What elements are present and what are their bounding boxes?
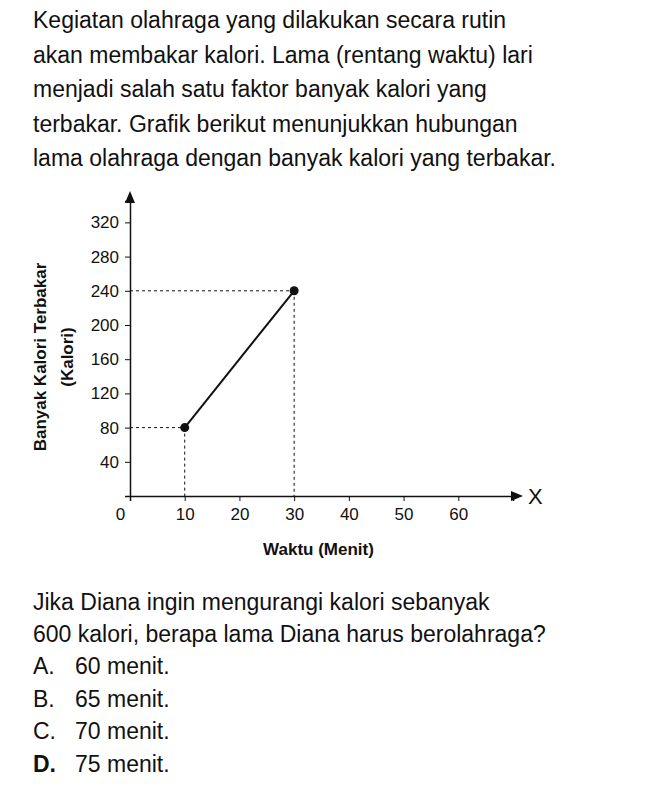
x-tick-mark xyxy=(349,496,350,501)
x-axis: 0 10 20 30 40 50 60 xyxy=(116,496,514,524)
x-axis-symbol: X xyxy=(528,484,543,509)
y-axis-line xyxy=(125,202,131,497)
y-axis-arrow xyxy=(125,191,135,203)
y-tick-label: 280 xyxy=(91,248,119,267)
x-tick-label: 60 xyxy=(449,505,468,524)
intro-line: lama olahraga dengan banyak kalori yang … xyxy=(33,145,556,171)
x-tick: 30 xyxy=(285,496,304,524)
data-point xyxy=(290,286,299,295)
page: Kegiatan olahraga yang dilakukan secara … xyxy=(0,0,656,803)
x-tick-mark xyxy=(239,496,240,501)
y-axis-title: (Kalori) xyxy=(58,327,77,387)
x-tick-label: 30 xyxy=(285,505,304,524)
data-line xyxy=(185,291,294,428)
y-tick: 280 xyxy=(91,248,130,267)
y-tick-label: 240 xyxy=(91,282,119,301)
x-tick: 50 xyxy=(395,496,414,524)
x-tick: 10 xyxy=(176,496,195,524)
guide-horizontal xyxy=(130,290,294,291)
x-tick-mark xyxy=(458,496,459,501)
y-tick: 200 xyxy=(91,316,130,335)
x-tick-label: 40 xyxy=(340,505,359,524)
guide-vertical xyxy=(294,291,295,496)
guide-horizontal xyxy=(130,427,185,428)
x-tick-label: 50 xyxy=(395,505,414,524)
option-letter: D. xyxy=(33,751,56,777)
option-text: 75 menit. xyxy=(75,751,170,777)
x-tick-label: 10 xyxy=(176,505,195,524)
x-tick: 20 xyxy=(230,496,249,524)
y-tick: 320 xyxy=(91,213,130,232)
x-tick: 40 xyxy=(340,496,359,524)
x-tick: 0 xyxy=(116,496,131,524)
y-tick-mark xyxy=(125,359,130,360)
x-tick: 60 xyxy=(449,496,468,524)
y-tick-mark xyxy=(125,257,130,258)
y-tick-mark xyxy=(125,325,130,326)
y-tick-label: 80 xyxy=(100,419,119,438)
guide-vertical xyxy=(184,428,185,496)
x-tick-mark xyxy=(294,496,295,501)
y-tick-label: 40 xyxy=(100,453,119,472)
x-axis-arrow xyxy=(511,491,523,501)
x-axis-title: Waktu (Menit) xyxy=(263,540,374,559)
y-tick-mark xyxy=(125,462,130,463)
question-line: 600 kalori, berapa lama Diana harus bero… xyxy=(33,621,546,647)
option-text: 65 menit. xyxy=(75,686,170,712)
intro-line: akan membakar kalori. Lama (rentang wakt… xyxy=(33,42,533,68)
x-tick-mark xyxy=(185,496,186,501)
y-tick: 160 xyxy=(91,350,130,369)
y-tick: 40 xyxy=(100,453,130,472)
x-tick-label: 20 xyxy=(230,505,249,524)
y-tick: 240 xyxy=(91,282,130,301)
y-tick-mark xyxy=(125,291,130,292)
y-tick-label: 200 xyxy=(91,316,119,335)
x-axis-line xyxy=(131,497,514,502)
option-text: 70 menit. xyxy=(75,718,170,744)
intro-line: menjadi salah satu faktor banyak kalori … xyxy=(33,76,487,102)
y-axis-title: Banyak Kalori Terbakar xyxy=(31,262,50,451)
plot-area xyxy=(130,286,299,496)
option-text: 60 menit. xyxy=(75,653,170,679)
option-letter: B. xyxy=(33,686,55,712)
y-tick-label: 320 xyxy=(91,213,119,232)
y-tick-label: 120 xyxy=(91,384,119,403)
intro-line: terbakar. Grafik berikut menunjukkan hub… xyxy=(33,111,518,137)
question-line: Jika Diana ingin mengurangi kalori seban… xyxy=(33,589,490,615)
data-point xyxy=(180,423,189,432)
y-tick-mark xyxy=(125,222,130,223)
x-tick-mark xyxy=(130,496,131,501)
y-tick: 120 xyxy=(91,384,130,403)
x-tick-mark xyxy=(404,496,405,501)
y-axis: 40 80 120 160 200 240 280 320 xyxy=(91,202,131,497)
y-tick-mark xyxy=(125,393,130,394)
option-letter: C. xyxy=(33,718,56,744)
y-tick: 80 xyxy=(100,419,130,438)
y-tick-mark xyxy=(125,428,130,429)
y-tick-label: 160 xyxy=(91,350,119,369)
option-letter: A. xyxy=(33,653,55,679)
intro-line: Kegiatan olahraga yang dilakukan secara … xyxy=(33,7,506,33)
x-tick-label: 0 xyxy=(116,505,125,524)
